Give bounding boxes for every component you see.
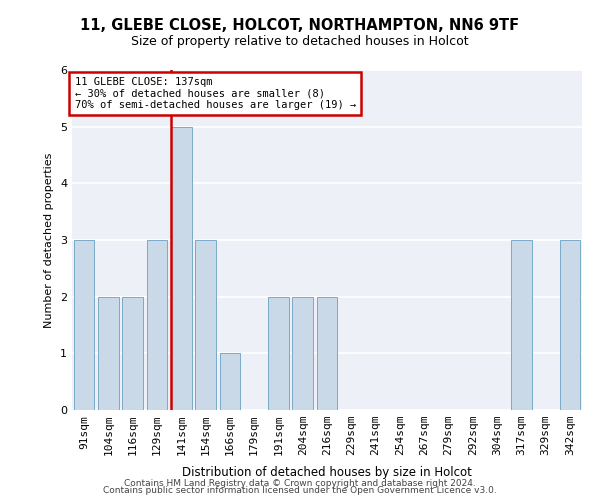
Text: Size of property relative to detached houses in Holcot: Size of property relative to detached ho… xyxy=(131,35,469,48)
Bar xyxy=(511,240,532,410)
Bar xyxy=(268,296,289,410)
Text: 11, GLEBE CLOSE, HOLCOT, NORTHAMPTON, NN6 9TF: 11, GLEBE CLOSE, HOLCOT, NORTHAMPTON, NN… xyxy=(80,18,520,32)
Bar xyxy=(122,296,143,410)
Bar xyxy=(560,240,580,410)
Y-axis label: Number of detached properties: Number of detached properties xyxy=(44,152,55,328)
Bar xyxy=(98,296,119,410)
Text: 11 GLEBE CLOSE: 137sqm
← 30% of detached houses are smaller (8)
70% of semi-deta: 11 GLEBE CLOSE: 137sqm ← 30% of detached… xyxy=(74,77,356,110)
Bar xyxy=(317,296,337,410)
Bar xyxy=(195,240,216,410)
Bar xyxy=(171,126,191,410)
Text: Contains HM Land Registry data © Crown copyright and database right 2024.: Contains HM Land Registry data © Crown c… xyxy=(124,478,476,488)
Bar xyxy=(220,354,240,410)
Text: Contains public sector information licensed under the Open Government Licence v3: Contains public sector information licen… xyxy=(103,486,497,495)
X-axis label: Distribution of detached houses by size in Holcot: Distribution of detached houses by size … xyxy=(182,466,472,479)
Bar xyxy=(74,240,94,410)
Bar xyxy=(292,296,313,410)
Bar xyxy=(146,240,167,410)
